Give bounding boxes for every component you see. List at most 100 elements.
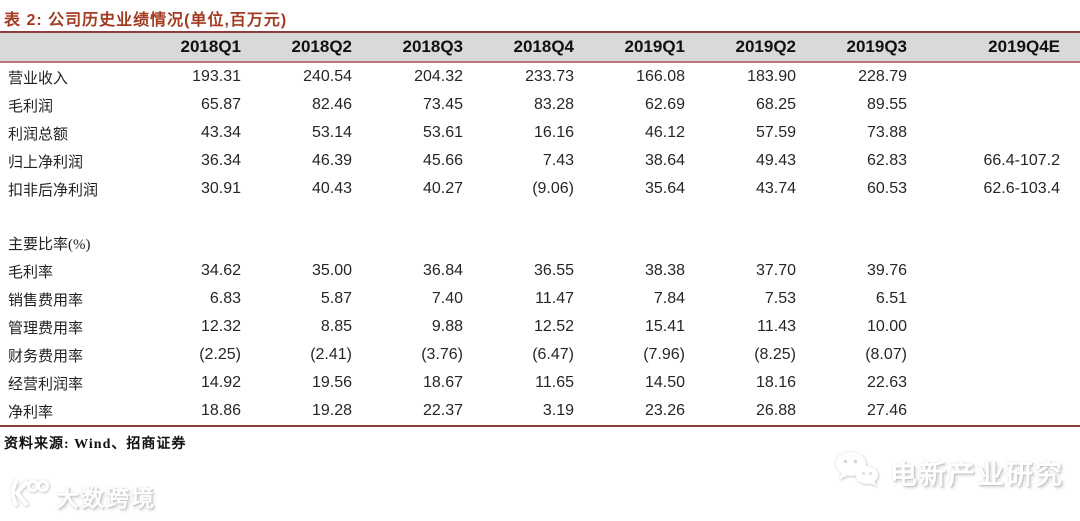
table-cell: 45.66 (422, 152, 463, 169)
table-cell: 7.53 (764, 290, 796, 307)
table-cell: 8.85 (320, 318, 352, 335)
table-cell (261, 203, 372, 229)
table-cell (927, 285, 1080, 313)
table-row: 销售费用率 6.83 5.87 7.40 11.47 7.84 7.53 6.51 (0, 285, 1080, 313)
table-cell: 36.34 (200, 152, 241, 169)
column-header: 2018Q3 (372, 31, 483, 63)
table-cell (483, 203, 594, 229)
table-cell: 35.64 (644, 180, 685, 197)
table-cell (594, 229, 705, 257)
table-cell: 12.32 (200, 318, 241, 335)
table-cell: (7.96) (643, 346, 685, 363)
row-label: 毛利润 (8, 98, 54, 115)
table-cell (594, 203, 705, 229)
table-cell: 43.34 (200, 124, 241, 141)
table-cell: 38.64 (644, 152, 685, 169)
table-cell (150, 229, 261, 257)
brand-watermark-left: 大数跨境 (8, 478, 156, 514)
table-cell (927, 341, 1080, 369)
table-cell: 14.50 (644, 374, 685, 391)
table-row: 净利率 18.86 19.28 22.37 3.19 23.26 26.88 27.46 (0, 397, 1080, 427)
table-cell: (8.07) (865, 346, 907, 363)
table-row: 归上净利润 36.34 46.39 45.66 7.43 38.64 49.43 62.83 6… (0, 147, 1080, 175)
table-cell: (9.06) (532, 180, 574, 197)
table-cell: 43.74 (755, 180, 796, 197)
table-cell: 46.12 (644, 124, 685, 141)
row-label: 利润总额 (8, 126, 69, 143)
table-cell: 10.00 (866, 318, 907, 335)
column-header: 2019Q1 (594, 31, 705, 63)
table-cell: (2.25) (199, 346, 241, 363)
table-row: 主要比率(%) (0, 229, 1080, 257)
column-header: 2018Q2 (261, 31, 372, 63)
table-cell: 16.16 (533, 124, 574, 141)
table-cell (150, 203, 261, 229)
row-label: 经营利润率 (8, 376, 84, 393)
table-cell (927, 62, 1080, 91)
k100-logo-icon (8, 478, 50, 514)
table-cell (927, 229, 1080, 257)
table-cell: 22.63 (866, 374, 907, 391)
row-label: 毛利率 (8, 264, 54, 281)
table-cell: 12.52 (533, 318, 574, 335)
brand-watermark-right: 电新产业研究 (834, 450, 1064, 495)
table-cell: 40.27 (422, 180, 463, 197)
table-cell (927, 119, 1080, 147)
header-empty-cell (0, 31, 150, 63)
table-cell (483, 229, 594, 257)
column-header: 2019Q3 (816, 31, 927, 63)
table-cell (705, 229, 816, 257)
table-row: 财务费用率 (2.25) (2.41) (3.76) (6.47) (7.96) (8.25… (0, 341, 1080, 369)
table-cell: 68.25 (755, 96, 796, 113)
table-cell: 40.43 (311, 180, 352, 197)
table-cell: 14.92 (200, 374, 241, 391)
table-cell: 6.83 (209, 290, 241, 307)
table-cell: 57.59 (755, 124, 796, 141)
table-cell: 36.55 (533, 262, 574, 279)
table-cell: 7.40 (431, 290, 463, 307)
table-cell: 37.70 (755, 262, 796, 279)
table-cell: 5.87 (320, 290, 352, 307)
table-body: 营业收入 193.31 240.54 204.32 233.73 166.08 183.90… (0, 62, 1080, 427)
table-cell: 204.32 (414, 68, 463, 85)
table-cell: (6.47) (532, 346, 574, 363)
table-cell (927, 313, 1080, 341)
table-cell: 19.28 (261, 397, 372, 427)
row-label: 管理费用率 (8, 320, 84, 337)
table-cell (927, 203, 1080, 229)
table-cell: 65.87 (200, 96, 241, 113)
table-cell: 193.31 (192, 68, 241, 85)
table-cell: 62.6-103.4 (983, 180, 1060, 197)
table-cell: 9.88 (431, 318, 463, 335)
table-row: 管理费用率 12.32 8.85 9.88 12.52 15.41 11.43 10.00 (0, 313, 1080, 341)
table-row: 毛利率 34.62 35.00 36.84 36.55 38.38 37.70 39.76 (0, 257, 1080, 285)
table-row: 经营利润率 14.92 19.56 18.67 11.65 14.50 18.16 22.63 (0, 369, 1080, 397)
table-cell: 11.47 (535, 290, 574, 307)
table-cell: 6.51 (875, 290, 907, 307)
row-label: 财务费用率 (8, 348, 84, 365)
table-cell: 11.43 (757, 318, 796, 335)
table-cell (816, 203, 927, 229)
table-cell (927, 257, 1080, 285)
table-cell: 183.90 (747, 68, 796, 85)
table-cell: 166.08 (636, 68, 685, 85)
table-cell: 19.56 (311, 374, 352, 391)
column-header: 2018Q1 (150, 31, 261, 63)
table-cell: 22.37 (372, 397, 483, 427)
table-cell: 60.53 (866, 180, 907, 197)
row-label: 主要比率(%) (8, 236, 91, 253)
table-cell: 3.19 (483, 397, 594, 427)
table-cell: 7.43 (542, 152, 574, 169)
table-cell: 233.73 (525, 68, 574, 85)
table-cell: 53.61 (422, 124, 463, 141)
table-cell: (8.25) (754, 346, 796, 363)
row-label: 营业收入 (8, 70, 69, 87)
table-cell: 11.65 (535, 374, 574, 391)
table-cell: 228.79 (858, 68, 907, 85)
table-cell: 62.83 (866, 152, 907, 169)
table-cell (372, 229, 483, 257)
table-cell: 39.76 (866, 262, 907, 279)
table-cell: 23.26 (594, 397, 705, 427)
table-title: 表 2: 公司历史业绩情况(单位,百万元) (4, 12, 288, 29)
wechat-icon (834, 450, 880, 495)
